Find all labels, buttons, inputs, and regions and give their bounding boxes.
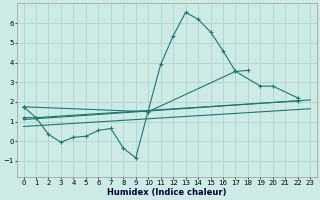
X-axis label: Humidex (Indice chaleur): Humidex (Indice chaleur) [107,188,227,197]
